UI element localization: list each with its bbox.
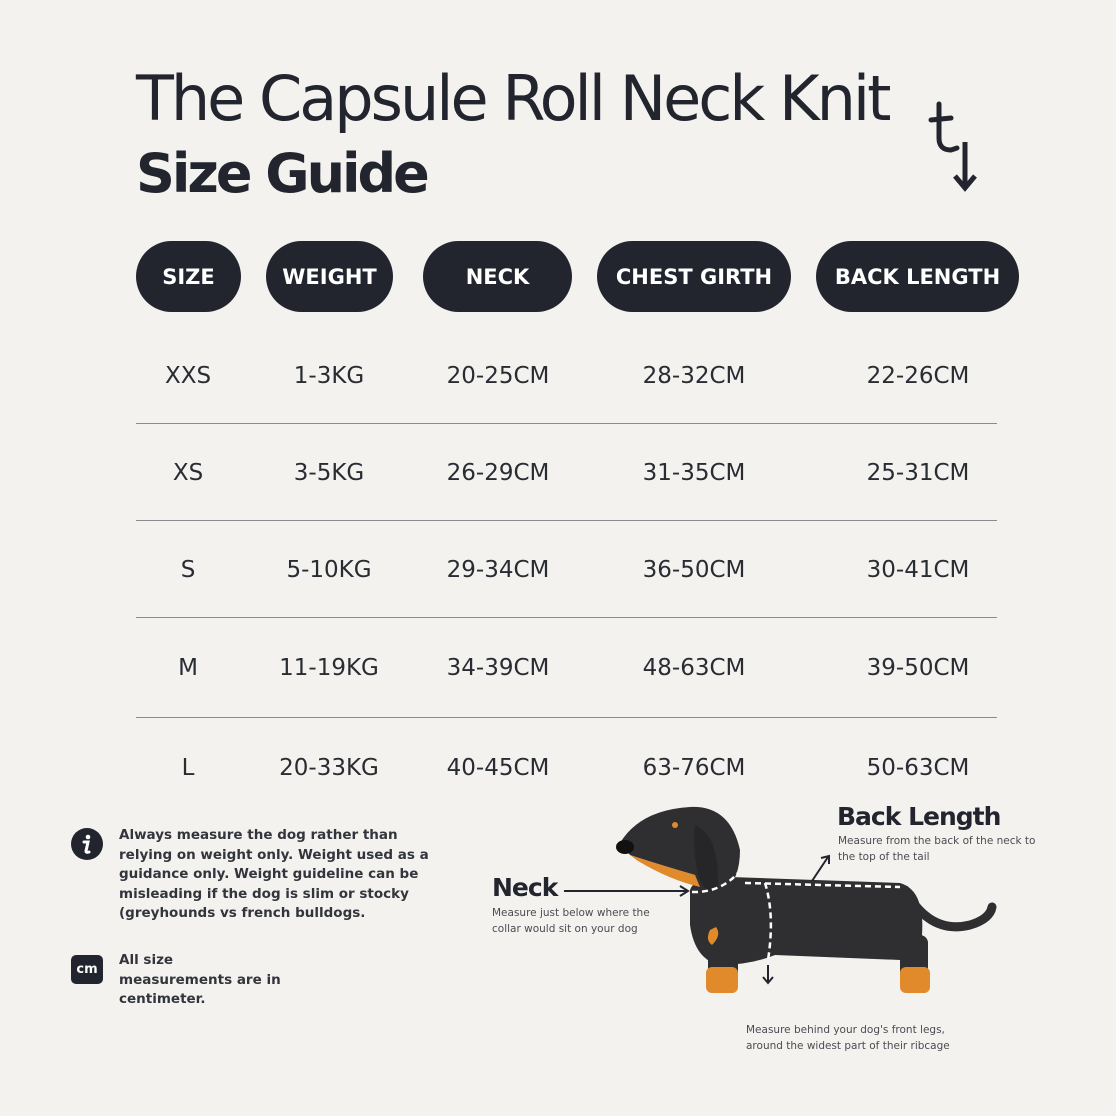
dachshund-illustration	[616, 806, 997, 993]
table-cell: 36-50CM	[642, 557, 746, 583]
table-cell: 50-63CM	[866, 755, 970, 781]
cm-note: All size measurements are in centimeter.	[119, 952, 281, 1007]
header-chest-girth: CHEST GIRTH	[597, 241, 791, 312]
table-cell: 5-10KG	[286, 557, 372, 583]
table-cell: 22-26CM	[866, 363, 970, 389]
table-cell: 26-29CM	[446, 460, 550, 486]
header-size: SIZE	[136, 241, 241, 312]
table-cell: 20-25CM	[446, 363, 550, 389]
table-cell: 40-45CM	[446, 755, 550, 781]
table-cell: 39-50CM	[866, 655, 970, 681]
page-subtitle: Size Guide	[136, 142, 430, 205]
page-title: The Capsule Roll Neck Knit	[136, 62, 891, 135]
table-cell: 25-31CM	[866, 460, 970, 486]
neck-arrow-icon	[564, 885, 690, 897]
info-note: Always measure the dog rather than relyi…	[119, 827, 429, 921]
row-divider	[136, 617, 997, 618]
table-cell: 34-39CM	[446, 655, 550, 681]
table-cell: 48-63CM	[642, 655, 746, 681]
brand-logo-icon	[928, 101, 977, 192]
back-length-description: Measure from the back of the neck to the…	[838, 835, 1036, 863]
table-cell: XS	[172, 460, 204, 486]
chest-girth-description: Measure behind your dog's front legs, ar…	[746, 1024, 950, 1052]
row-divider	[136, 717, 997, 718]
table-cell: S	[180, 557, 196, 583]
table-cell: 28-32CM	[642, 363, 746, 389]
table-cell: 3-5KG	[293, 460, 365, 486]
row-divider	[136, 423, 997, 424]
table-cell: 30-41CM	[866, 557, 970, 583]
table-cell: L	[181, 755, 195, 781]
table-cell: 20-33KG	[279, 755, 379, 781]
cm-badge-icon: cm	[71, 955, 103, 984]
row-divider	[136, 520, 997, 521]
neck-description: Measure just below where the collar woul…	[492, 907, 650, 935]
table-cell: 63-76CM	[642, 755, 746, 781]
back-length-label: Back Length	[837, 802, 1001, 831]
table-cell: 11-19KG	[279, 655, 379, 681]
header-back-length: BACK LENGTH	[816, 241, 1019, 312]
table-cell: M	[178, 655, 198, 681]
table-cell: 29-34CM	[446, 557, 550, 583]
table-cell: 1-3KG	[293, 363, 365, 389]
table-cell: XXS	[164, 363, 212, 389]
table-cell: 31-35CM	[642, 460, 746, 486]
info-icon	[71, 828, 103, 860]
header-weight: WEIGHT	[266, 241, 393, 312]
neck-label: Neck	[492, 873, 558, 902]
header-neck: NECK	[423, 241, 572, 312]
